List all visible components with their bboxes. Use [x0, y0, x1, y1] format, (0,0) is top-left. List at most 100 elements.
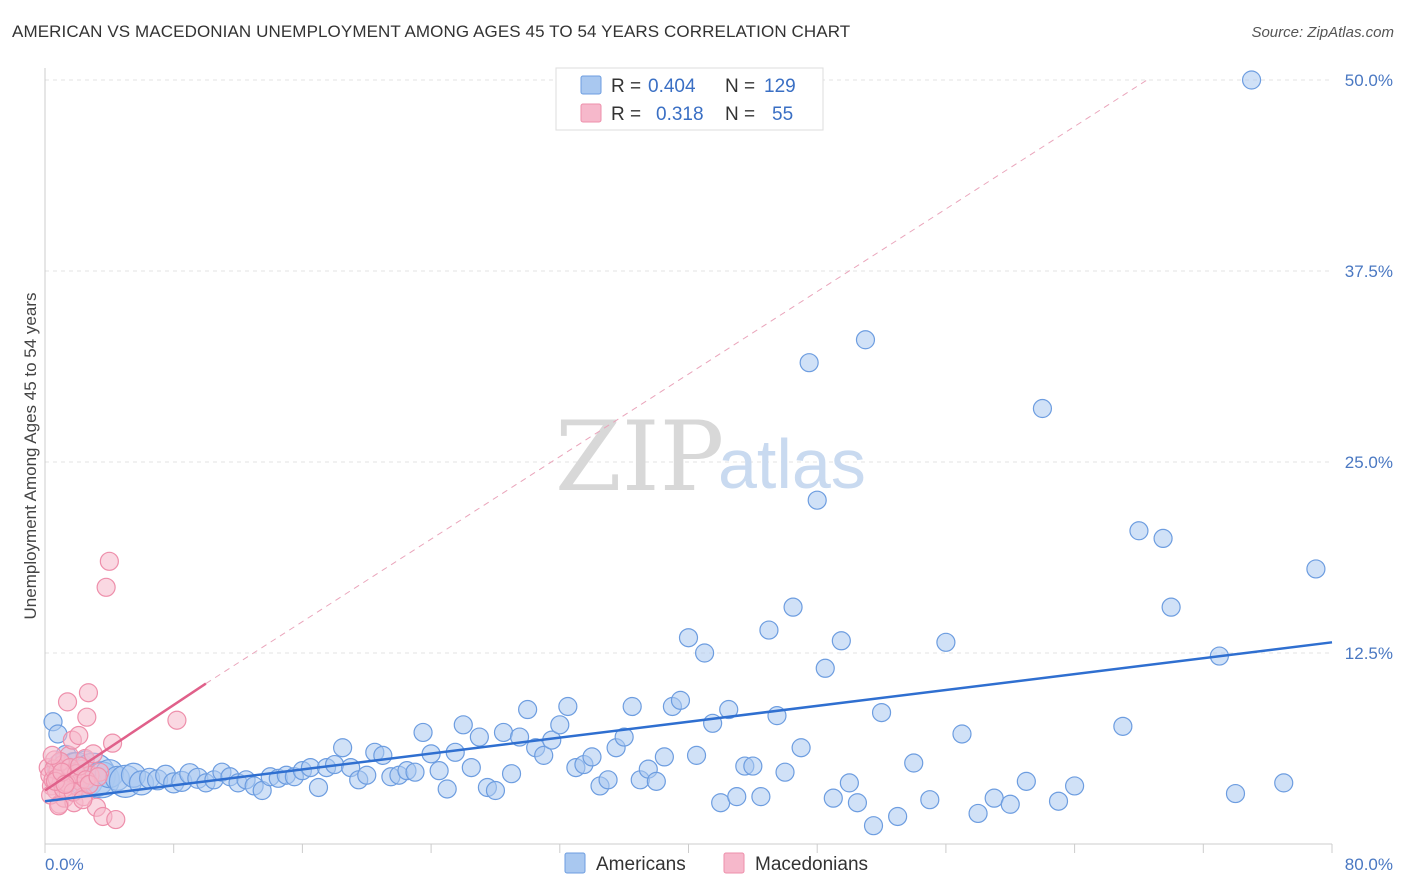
americans-point-61 [493, 722, 514, 743]
americans-point-77 [622, 696, 642, 717]
macedonians-point-25 [78, 683, 99, 703]
americans-point-85 [686, 745, 707, 765]
watermark-atlas: atlas [718, 425, 866, 503]
source-credit: Source: ZipAtlas.com [1251, 24, 1394, 41]
americans-point-80 [646, 771, 666, 791]
macedonians-point-53 [167, 710, 187, 730]
americans-point-115 [984, 788, 1004, 808]
americans-point-53 [429, 761, 449, 781]
americans-point-105 [847, 793, 868, 813]
x-tick-label-min: 0.0% [45, 855, 84, 874]
americans-point-76 [614, 727, 634, 747]
trend-layer [205, 79, 1148, 684]
americans-point-89 [719, 699, 739, 720]
series-label-macedonians: Macedonians [755, 854, 868, 875]
macedonians-trend-extension [205, 79, 1148, 684]
legend-swatch-macedonians [580, 103, 602, 123]
americans-point-92 [743, 756, 763, 776]
americans-point-38 [308, 777, 329, 798]
americans-point-54 [437, 779, 457, 799]
americans-point-121 [1113, 716, 1133, 736]
americans-point-118 [1032, 398, 1053, 419]
americans-point-101 [815, 658, 835, 678]
macedonians-point-32 [99, 551, 119, 571]
americans-point-60 [485, 780, 506, 801]
trend-lines-front [44, 641, 1333, 803]
legend-swatch-americans [580, 75, 602, 95]
americans-point-124 [1161, 597, 1181, 617]
grid-layer [45, 79, 1332, 654]
macedonians-trend-line [44, 682, 207, 792]
americans-point-72 [582, 747, 602, 767]
macedonians-point-34 [106, 809, 126, 830]
americans-point-50 [405, 762, 425, 782]
macedonians-point-12 [57, 692, 78, 712]
americans-point-99 [799, 353, 819, 373]
americans-point-86 [694, 643, 715, 663]
macedonians-point-54 [88, 767, 108, 787]
americans-point-108 [871, 702, 892, 723]
legend-r-value-macedonians: 0.318 [656, 104, 704, 125]
americans-point-83 [670, 690, 691, 710]
y-tick-label-2: 37.5% [1345, 262, 1393, 281]
chart-title: AMERICAN VS MACEDONIAN UNEMPLOYMENT AMON… [12, 22, 851, 41]
americans-point-69 [558, 696, 578, 717]
americans-point-93 [751, 787, 771, 807]
legend-n-value-americans: 129 [764, 76, 796, 97]
americans-point-129 [1306, 559, 1326, 579]
macedonians-point-19 [69, 725, 89, 746]
watermark-zip: ZIP [555, 401, 724, 513]
y-tick-label-1: 25.0% [1345, 453, 1393, 472]
legend-n-value-macedonians: 55 [772, 104, 793, 125]
americans-point-88 [711, 793, 731, 813]
americans-point-84 [678, 628, 699, 648]
americans-point-97 [783, 597, 803, 617]
series-label-americans: Americans [596, 854, 686, 875]
americans-point-113 [952, 724, 972, 744]
americans-point-58 [469, 727, 489, 747]
americans-point-102 [823, 788, 843, 808]
legend-n-label-macedonians: N = [725, 104, 755, 125]
americans-point-111 [920, 790, 940, 810]
americans-point-127 [1241, 70, 1262, 90]
y-tick-labels: 12.5% 25.0% 37.5% 50.0% [1345, 71, 1393, 663]
legend-r-label-americans: R = [611, 76, 641, 97]
y-tick-label-0: 12.5% [1345, 644, 1393, 663]
series-swatch-americans [564, 852, 586, 874]
y-axis-title: Unemployment Among Ages 45 to 54 years [21, 293, 40, 620]
legend-r-label-macedonians: R = [611, 104, 641, 125]
americans-point-62 [501, 764, 522, 784]
americans-point-104 [839, 773, 859, 793]
americans-point-96 [775, 762, 795, 782]
americans-point-41 [333, 738, 353, 758]
americans-point-109 [888, 806, 908, 827]
americans-point-90 [727, 787, 747, 807]
americans-point-123 [1153, 528, 1173, 549]
x-ticks [44, 844, 1333, 853]
americans-point-106 [855, 330, 876, 350]
x-tick-label-max: 80.0% [1345, 855, 1393, 874]
americans-point-74 [598, 770, 618, 790]
americans-point-117 [1016, 771, 1036, 791]
americans-point-120 [1064, 776, 1085, 796]
americans-point-81 [654, 747, 674, 767]
macedonians-point-48 [42, 745, 62, 765]
americans-point-46 [373, 745, 393, 765]
americans-point-126 [1225, 783, 1246, 804]
americans-point-66 [534, 745, 554, 765]
americans-point-119 [1048, 791, 1069, 811]
americans-point-51 [413, 722, 433, 743]
legend-r-value-americans: 0.404 [648, 76, 696, 97]
americans-point-114 [968, 803, 988, 824]
americans-point-103 [831, 631, 851, 651]
americans-point-112 [936, 632, 956, 652]
americans-point-110 [904, 753, 924, 773]
legend-n-label-americans: N = [725, 76, 755, 97]
americans-point-68 [550, 715, 570, 735]
americans-point-98 [791, 738, 811, 758]
americans-point-107 [863, 816, 884, 836]
americans-point-116 [1000, 794, 1020, 814]
americans-point-128 [1274, 773, 1294, 793]
americans-point-94 [759, 620, 779, 640]
